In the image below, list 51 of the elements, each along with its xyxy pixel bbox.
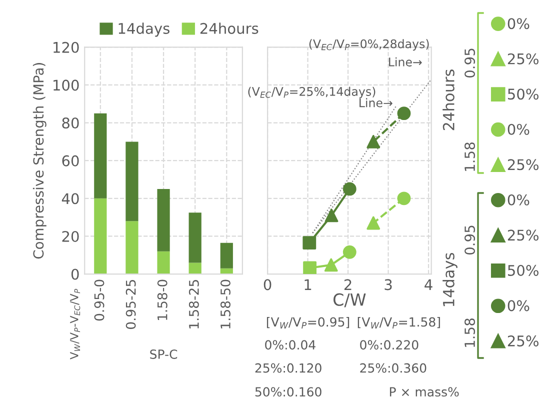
legend-label: 14days	[118, 22, 170, 37]
text: V$_{W}$/V$_{P}$-V$_{EC}$/V$_{P}$	[70, 288, 80, 360]
legend-label: 25%	[508, 53, 538, 64]
x-tick-label: 1.58-50	[220, 280, 230, 328]
text: 25%:0.120	[255, 363, 322, 373]
x-tick-label: 2	[344, 279, 352, 290]
legend-label: 0%	[508, 300, 530, 312]
annotation: (V$_{EC}$/V$_{P}$=25%,14days)	[248, 86, 376, 98]
text: 50%:0.160	[255, 387, 322, 397]
legend-label: 25%	[508, 159, 538, 170]
y-tick-label: 120	[54, 42, 79, 53]
x-tick-label: 0	[264, 279, 272, 290]
x-tick-label: 0.95-0	[94, 280, 104, 321]
x-tick-label: 3	[384, 279, 392, 290]
text: [V$_{W}$/V$_{P}$=0.95]	[266, 316, 350, 329]
text: 14days	[442, 252, 458, 306]
x-tick-label: 1.58-25	[188, 280, 199, 328]
y-tick-label: 60	[62, 155, 79, 166]
text: 1.58	[464, 142, 476, 171]
x-tick-label: 1	[304, 279, 312, 290]
text: 1.58	[464, 318, 476, 347]
annotation: Line→	[360, 98, 392, 108]
x-axis-title: SP-C	[150, 349, 178, 359]
legend-label: 50%	[508, 264, 538, 276]
y-tick-label: 40	[62, 193, 79, 204]
legend-label: 24hours	[200, 22, 258, 34]
text: 24hours	[442, 70, 454, 130]
legend-label: 0%	[508, 18, 530, 30]
text: 0%:0.220	[360, 340, 418, 350]
text: P × mass%	[390, 387, 459, 397]
text: 0.95	[464, 226, 476, 255]
annotation: Line→	[389, 57, 422, 66]
x-tick-label: 4	[424, 279, 432, 290]
legend-label: 0%	[508, 194, 530, 206]
text: [V$_{W}$/V$_{P}$=1.58]	[358, 316, 440, 329]
y-tick-label: 20	[62, 230, 79, 242]
y-tick-label: 0	[71, 268, 79, 280]
x-axis-title: C/W	[334, 293, 366, 308]
annotation: (V$_{EC}$/V$_{P}$=0%,28days)	[309, 39, 429, 51]
text: 25%:0.360	[360, 363, 426, 373]
legend-label: 25%	[508, 230, 538, 241]
legend-label: 25%	[508, 335, 538, 346]
legend-label: 0%	[508, 124, 530, 135]
y-tick-label: 100	[54, 80, 79, 91]
y-tick-label: 80	[62, 118, 79, 129]
legend-label: 50%	[508, 88, 538, 100]
y-axis-title: Compressive Strength (MPa)	[32, 63, 46, 259]
x-tick-label: 1.58-0	[157, 280, 168, 320]
x-tick-label: 0.95-25	[126, 280, 136, 329]
text: 0%:0.04	[265, 340, 316, 350]
text: 0.95	[464, 48, 476, 78]
